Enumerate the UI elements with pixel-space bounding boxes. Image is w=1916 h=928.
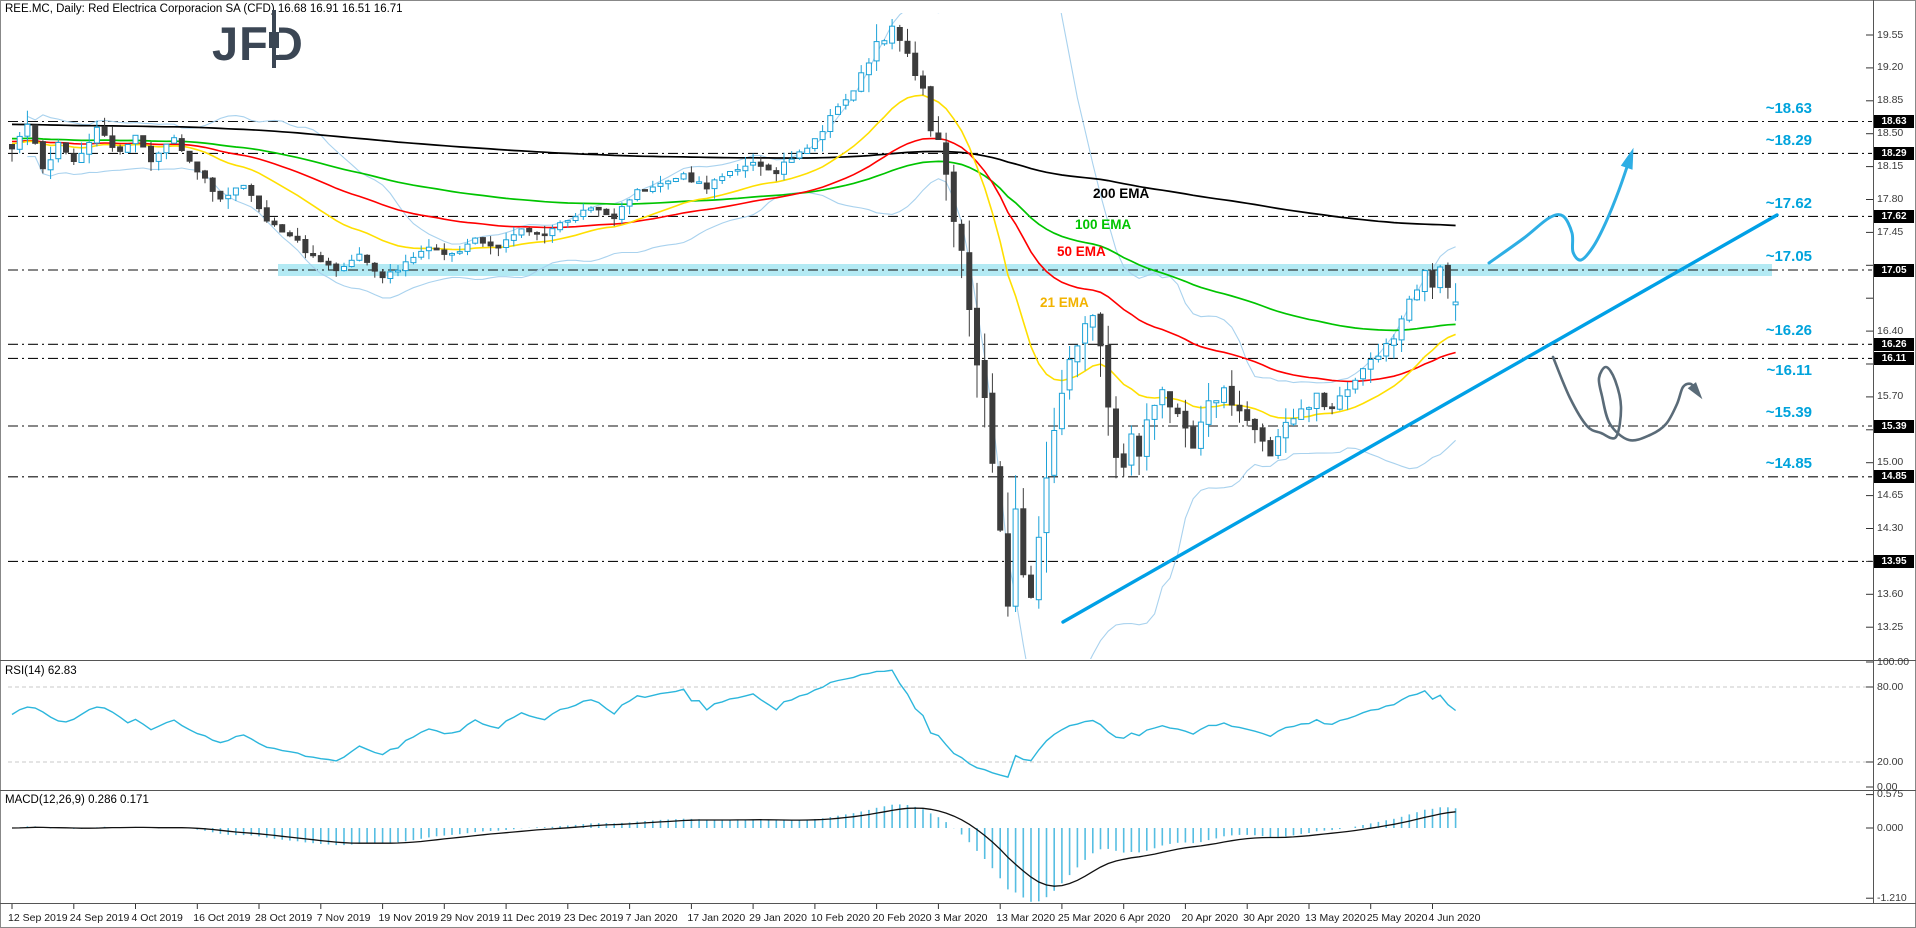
price-axis-ticks: [1866, 34, 1873, 899]
price-tick-label: 18.15: [1877, 160, 1904, 173]
level-label-16-26: ~16.26: [1765, 322, 1812, 339]
price-tick-label: 15.70: [1877, 390, 1904, 403]
date-axis-label: 28 Oct 2019: [255, 912, 313, 924]
date-axis-label: 3 Mar 2020: [934, 912, 988, 924]
price-tick-label: 19.55: [1877, 28, 1904, 41]
price-level-badge: 16.26: [1874, 337, 1914, 351]
date-axis-label: 13 May 2020: [1304, 912, 1366, 924]
macd-indicator-title: MACD(12,26,9) 0.286 0.171: [5, 794, 149, 806]
rsi-tick-label: 80.00: [1877, 680, 1904, 693]
price-tick-label: 19.20: [1877, 61, 1904, 74]
price-level-badge: 13.95: [1874, 554, 1914, 568]
date-axis-label: 4 Jun 2020: [1428, 912, 1481, 924]
date-axis-label: 20 Feb 2020: [872, 912, 932, 924]
date-axis-label: 12 Sep 2019: [8, 912, 68, 924]
21-ema-line: [11, 94, 1456, 420]
date-axis-label: 25 May 2020: [1366, 912, 1428, 924]
support-zone-band: [278, 264, 1772, 276]
level-label-14-85: ~14.85: [1765, 455, 1812, 472]
date-axis-label: 17 Jan 2020: [687, 912, 746, 924]
level-label-17-62: ~17.62: [1765, 195, 1812, 212]
price-level-badge: 18.29: [1874, 146, 1914, 160]
level-label-16-11: ~16.11: [1766, 362, 1812, 379]
100-ema-line: [12, 137, 1456, 332]
price-level-badge: 16.11: [1874, 351, 1914, 365]
price-tick-label: 18.50: [1877, 127, 1904, 140]
bearish-scenario-arrow: [1551, 355, 1703, 442]
price-tick-label: 13.60: [1877, 587, 1904, 600]
rsi-tick-label: 0.00: [1877, 780, 1898, 793]
price-tick-label: 16.40: [1877, 324, 1904, 337]
date-axis-label: 10 Feb 2020: [810, 912, 870, 924]
price-tick-label: 17.45: [1877, 225, 1904, 238]
arrowhead-icon: [1620, 147, 1634, 170]
price-tick-label: 13.25: [1877, 620, 1904, 633]
chart-title: REE.MC, Daily: Red Electrica Corporacion…: [5, 3, 403, 15]
macd-tick-label: -1.210: [1877, 891, 1907, 904]
date-axis-label: 29 Nov 2019: [440, 912, 500, 924]
logo-candle-body-icon: [268, 32, 279, 48]
rsi-panel[interactable]: [8, 669, 1872, 778]
macd-tick-label: 0.000: [1877, 821, 1904, 834]
jfd-logo: JFD: [212, 10, 304, 71]
macd-signal-line: [11, 807, 1456, 887]
price-tick-label: 15.00: [1877, 456, 1904, 469]
price-level-badge: 17.05: [1874, 263, 1914, 277]
ema-lines: [11, 94, 1456, 420]
date-axis-label: 25 Mar 2020: [1057, 912, 1117, 924]
level-label-18-63: ~18.63: [1765, 100, 1812, 117]
ascending-trendline: [1061, 213, 1779, 624]
logo-jf-text: JF: [212, 17, 269, 70]
arrowhead-icon: [1687, 382, 1703, 400]
date-axis-label: 24 Sep 2019: [69, 912, 130, 924]
level-label-17-05: ~17.05: [1765, 248, 1812, 265]
price-level-badge: 18.63: [1874, 114, 1914, 128]
ema-21-label: 21 EMA: [1040, 295, 1089, 310]
price-tick-label: 14.65: [1877, 489, 1904, 502]
date-axis-label: 30 Apr 2020: [1243, 912, 1300, 924]
date-axis-label: 6 Apr 2020: [1119, 912, 1171, 924]
date-axis-label: 20 Apr 2020: [1181, 912, 1239, 924]
date-axis-label: 29 Jan 2020: [749, 912, 807, 924]
level-label-18-29: ~18.29: [1765, 132, 1812, 149]
date-axis-label: 11 Dec 2019: [502, 912, 561, 924]
200-ema-line: [11, 123, 1456, 227]
rsi-tick-label: 100.00: [1877, 655, 1910, 668]
panel-borders: [0, 0, 1916, 904]
ema-200-label: 200 EMA: [1093, 186, 1150, 201]
price-tick-label: 18.85: [1877, 94, 1904, 107]
price-tick-label: 17.80: [1877, 193, 1904, 205]
ema-50-label: 50 EMA: [1057, 244, 1106, 259]
bullish-scenario-arrow: [1487, 147, 1634, 265]
date-axis-ticks: [11, 904, 1433, 909]
rsi-indicator-title: RSI(14) 62.83: [5, 665, 77, 677]
price-tick-label: 14.30: [1877, 522, 1904, 534]
date-axis-label: 13 Mar 2020: [996, 912, 1056, 924]
price-level-badge: 15.39: [1874, 419, 1914, 433]
date-axis-label: 7 Jan 2020: [625, 912, 678, 924]
candles: [9, 19, 1459, 617]
ema-100-label: 100 EMA: [1075, 217, 1132, 232]
date-axis-label: 4 Oct 2019: [131, 912, 183, 924]
rsi-tick-label: 20.00: [1877, 755, 1904, 768]
macd-tick-label: 0.575: [1877, 788, 1904, 801]
date-axis-label: 16 Oct 2019: [193, 912, 251, 924]
level-label-15-39: ~15.39: [1765, 404, 1812, 421]
rsi-line: [11, 669, 1457, 778]
price-level-badge: 17.62: [1874, 209, 1914, 223]
date-axis-label: 23 Dec 2019: [563, 912, 624, 924]
50-ema-line: [11, 137, 1456, 383]
date-axis-label: 7 Nov 2019: [316, 912, 371, 924]
date-axis-label: 19 Nov 2019: [378, 912, 439, 924]
price-level-badge: 14.85: [1874, 470, 1914, 484]
macd-panel[interactable]: [11, 804, 1457, 902]
